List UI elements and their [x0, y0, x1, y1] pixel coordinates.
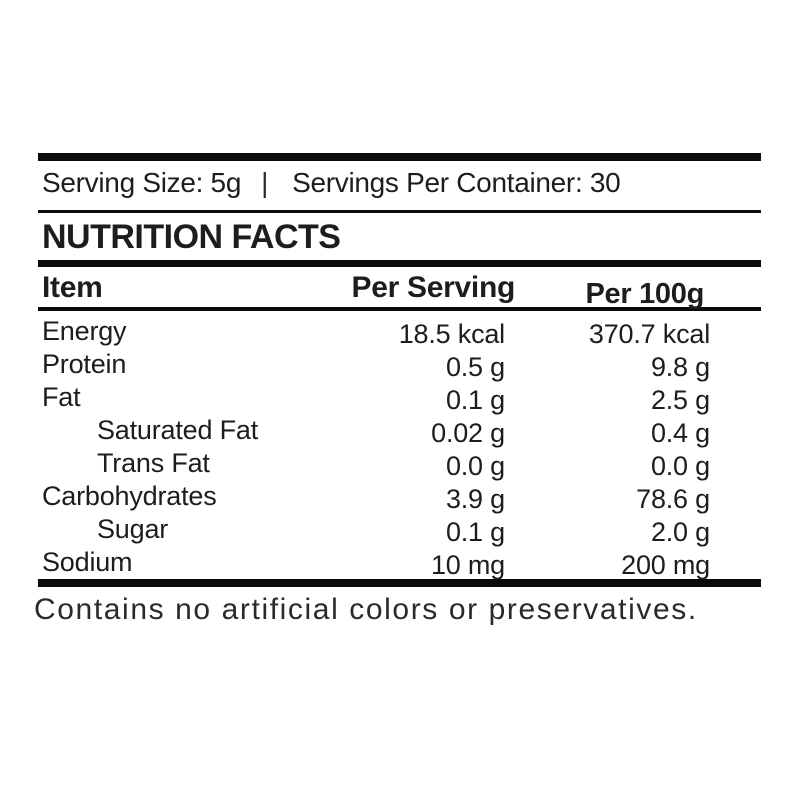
row-per-serving-value: 0.1 g [445, 385, 505, 415]
row-item-label: Carbohydrates [42, 481, 217, 511]
row-item-label: Sodium [42, 547, 133, 577]
table-header-row: Item Per Serving Per 100g [38, 267, 761, 311]
row-per-100g-value: 370.7 kcal [588, 319, 710, 349]
table-row: Carbohydrates 3.9 g 78.6 g [38, 480, 761, 514]
serving-divider-rule [38, 210, 761, 213]
row-per-serving-value: 0.0 g [445, 451, 505, 481]
title-rule [38, 260, 761, 267]
row-per-serving-value: 3.9 g [445, 484, 505, 514]
header-rule [38, 307, 761, 311]
row-per-serving-value: 0.1 g [445, 517, 505, 547]
serving-separator: | [261, 167, 269, 198]
table-row: Sodium 10 mg 200 mg [38, 546, 761, 580]
serving-size-text: Serving Size: 5g [42, 167, 242, 198]
row-item-label: Sugar [97, 514, 169, 544]
row-item-label: Fat [42, 382, 81, 412]
row-item-label: Protein [42, 349, 127, 379]
row-item-label: Energy [42, 316, 127, 346]
row-per-serving-value: 10 mg [430, 550, 505, 580]
row-per-serving-value: 0.5 g [445, 352, 505, 382]
table-row: Fat 0.1 g 2.5 g [38, 381, 761, 415]
top-rule [38, 153, 761, 161]
row-per-100g-value: 78.6 g [636, 484, 710, 514]
row-per-100g-value: 2.5 g [650, 385, 710, 415]
table-row: Energy 18.5 kcal 370.7 kcal [38, 315, 761, 349]
row-per-100g-value: 0.0 g [650, 451, 710, 481]
table-row: Saturated Fat 0.02 g 0.4 g [38, 414, 761, 448]
row-item-label: Trans Fat [97, 448, 210, 478]
table-row: Trans Fat 0.0 g 0.0 g [38, 447, 761, 481]
table-row: Protein 0.5 g 9.8 g [38, 348, 761, 382]
column-header-per-100g: Per 100g [585, 278, 704, 310]
bottom-rule [38, 579, 761, 587]
row-item-label: Saturated Fat [97, 415, 258, 445]
label-title: NUTRITION FACTS [42, 218, 341, 256]
row-per-100g-value: 2.0 g [650, 517, 710, 547]
row-per-100g-value: 200 mg [621, 550, 710, 580]
table-row: Sugar 0.1 g 2.0 g [38, 513, 761, 547]
serving-info-row: Serving Size: 5g | Servings Per Containe… [38, 161, 761, 210]
column-header-item: Item [42, 271, 103, 304]
table-rows: Energy 18.5 kcal 370.7 kcal Protein 0.5 … [38, 311, 761, 580]
servings-per-container-text: Servings Per Container: 30 [292, 167, 621, 198]
row-per-100g-value: 0.4 g [650, 418, 710, 448]
footer-note: Contains no artificial colors or preserv… [34, 593, 698, 626]
column-header-per-serving: Per Serving [351, 271, 516, 304]
row-per-100g-value: 9.8 g [650, 352, 710, 382]
row-per-serving-value: 0.02 g [431, 418, 505, 448]
row-per-serving-value: 18.5 kcal [398, 319, 505, 349]
nutrition-label: Serving Size: 5g | Servings Per Containe… [34, 153, 761, 627]
